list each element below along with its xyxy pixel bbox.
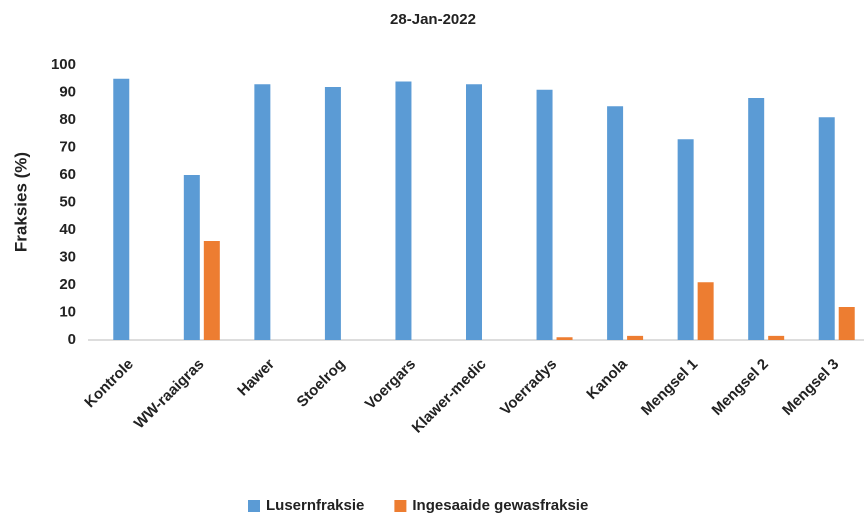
legend-swatch [394, 500, 407, 512]
legend-label: Lusernfraksie [266, 497, 364, 514]
y-tick-label: 60 [59, 166, 76, 183]
y-tick-label: 0 [68, 331, 76, 348]
y-tick-label: 80 [59, 111, 76, 128]
bar [536, 89, 553, 340]
bar [324, 87, 341, 340]
legend-label: Ingesaaide gewasfraksie [412, 497, 588, 514]
bar [838, 307, 855, 340]
x-tick-label: Mengsel 3 [779, 356, 842, 419]
bar [697, 282, 714, 340]
bar [254, 84, 271, 340]
bar [818, 117, 835, 340]
y-tick-label: 30 [59, 248, 76, 265]
y-tick-label: 50 [59, 193, 76, 210]
y-tick-label: 40 [59, 221, 76, 238]
legend-swatch [248, 500, 260, 512]
bar [203, 241, 220, 340]
x-tick-label: Voerradys [497, 356, 560, 419]
bar [768, 335, 785, 340]
x-tick-label: Voergars [362, 356, 419, 413]
x-tick-label: Kontrole [81, 356, 137, 412]
x-tick-label: Kanola [583, 355, 631, 403]
y-tick-label: 10 [59, 303, 76, 320]
x-tick-label: Mengsel 1 [638, 356, 701, 419]
y-axis-title: Fraksies (%) [11, 152, 30, 252]
bar [627, 335, 644, 340]
x-tick-label: WW-raaigras [131, 356, 208, 433]
bar [556, 337, 573, 340]
bar [677, 139, 694, 340]
y-tick-label: 70 [59, 138, 76, 155]
bar [607, 106, 624, 340]
bar [113, 78, 130, 340]
chart-title: 28-Jan-2022 [390, 11, 476, 28]
bar [183, 175, 200, 340]
bar [395, 81, 412, 340]
x-tick-label: Klawer-medic [409, 356, 490, 437]
x-tick-label: Mengsel 2 [709, 356, 772, 419]
x-tick-label: Hawer [234, 356, 278, 400]
bar [748, 98, 765, 340]
bar [466, 84, 482, 340]
y-tick-label: 90 [59, 83, 76, 100]
y-tick-label: 20 [59, 276, 76, 293]
y-tick-label: 100 [51, 56, 76, 73]
x-tick-label: Stoelrog [294, 356, 349, 411]
